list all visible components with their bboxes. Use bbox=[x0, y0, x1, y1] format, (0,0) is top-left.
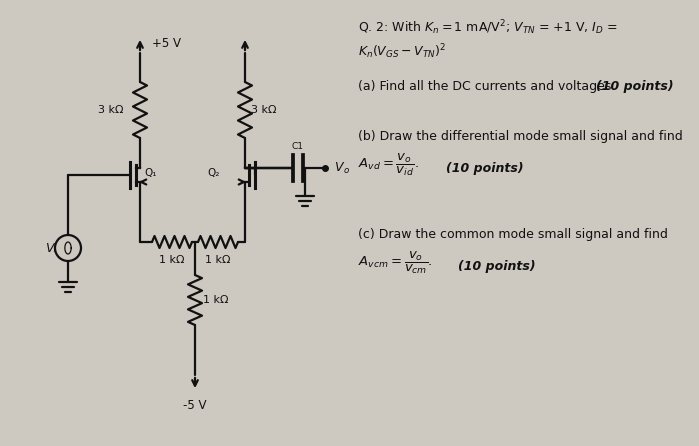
Text: Vᵢ: Vᵢ bbox=[45, 241, 56, 255]
Text: 3 kΩ: 3 kΩ bbox=[251, 105, 277, 115]
Text: (a) Find all the DC currents and voltages.: (a) Find all the DC currents and voltage… bbox=[358, 80, 619, 93]
Text: C1: C1 bbox=[292, 142, 304, 151]
Text: $V_o$: $V_o$ bbox=[327, 161, 350, 176]
Text: -5 V: -5 V bbox=[183, 399, 207, 412]
Text: $A_{vcm} = \dfrac{v_o}{v_{cm}}.$: $A_{vcm} = \dfrac{v_o}{v_{cm}}.$ bbox=[358, 250, 433, 277]
Text: Q. 2: With $K_n = 1$ mA/V$^2$; $V_{TN}$ = +1 V, $I_D$ =: Q. 2: With $K_n = 1$ mA/V$^2$; $V_{TN}$ … bbox=[358, 18, 618, 37]
Text: 3 kΩ: 3 kΩ bbox=[98, 105, 124, 115]
Text: Q₁: Q₁ bbox=[144, 168, 157, 178]
Text: (b) Draw the differential mode small signal and find: (b) Draw the differential mode small sig… bbox=[358, 130, 683, 143]
Text: $A_{vd} = \dfrac{v_o}{v_{id}}.$: $A_{vd} = \dfrac{v_o}{v_{id}}.$ bbox=[358, 152, 419, 178]
Text: (10 points): (10 points) bbox=[458, 260, 535, 273]
Text: 1 kΩ: 1 kΩ bbox=[159, 255, 185, 265]
Text: (c) Draw the common mode small signal and find: (c) Draw the common mode small signal an… bbox=[358, 228, 668, 241]
Text: +5 V: +5 V bbox=[152, 37, 181, 50]
Text: Q₂: Q₂ bbox=[207, 168, 219, 178]
Text: $K_n(V_{GS}-V_{TN})^2$: $K_n(V_{GS}-V_{TN})^2$ bbox=[358, 42, 446, 61]
Text: 1 kΩ: 1 kΩ bbox=[206, 255, 231, 265]
Text: 1 kΩ: 1 kΩ bbox=[203, 295, 229, 305]
Text: (10 points): (10 points) bbox=[596, 80, 674, 93]
Text: (10 points): (10 points) bbox=[446, 162, 524, 175]
